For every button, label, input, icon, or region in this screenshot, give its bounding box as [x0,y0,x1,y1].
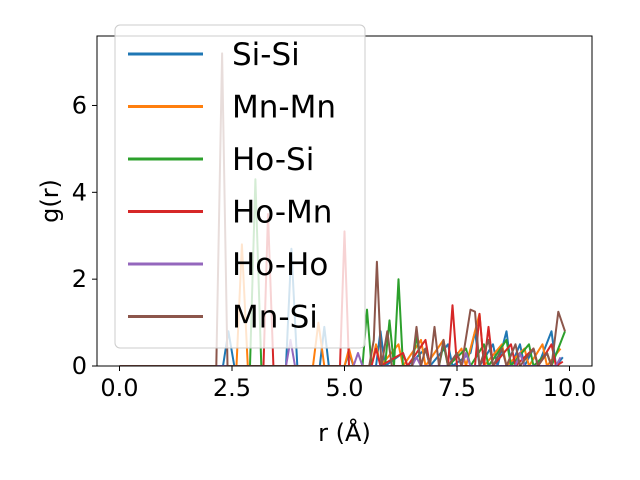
y-tick-label: 2 [72,265,87,293]
y-tick-label: 4 [72,178,87,206]
legend-label-ho-ho: Ho-Ho [232,247,328,283]
series-line-mn-si [119,52,566,366]
x-tick-label: 10.0 [543,374,596,402]
legend-label-mn-si: Mn-Si [232,300,318,336]
legend-label-si-si: Si-Si [232,37,300,73]
x-axis-label: r (Å) [318,418,371,447]
y-tick-label: 0 [72,352,87,380]
legend: Si-Si Mn-Mn Ho-Si Ho-Mn Ho-Ho Mn-Si [114,24,366,349]
y-axis-label: g(r) [36,179,64,223]
legend-label-ho-si: Ho-Si [232,142,314,178]
y-axis-ticks: 0 2 4 6 [72,91,97,380]
x-tick-label: 2.5 [213,374,251,402]
legend-label-mn-mn: Mn-Mn [232,90,336,126]
x-tick-label: 5.0 [325,374,363,402]
y-tick-label: 6 [72,91,87,119]
x-tick-label: 0.0 [100,374,138,402]
x-axis-ticks: 0.0 2.5 5.0 7.5 10.0 [100,366,596,402]
series-line-ho-ho [119,338,562,366]
legend-label-ho-mn: Ho-Mn [232,195,332,231]
x-tick-label: 7.5 [438,374,476,402]
